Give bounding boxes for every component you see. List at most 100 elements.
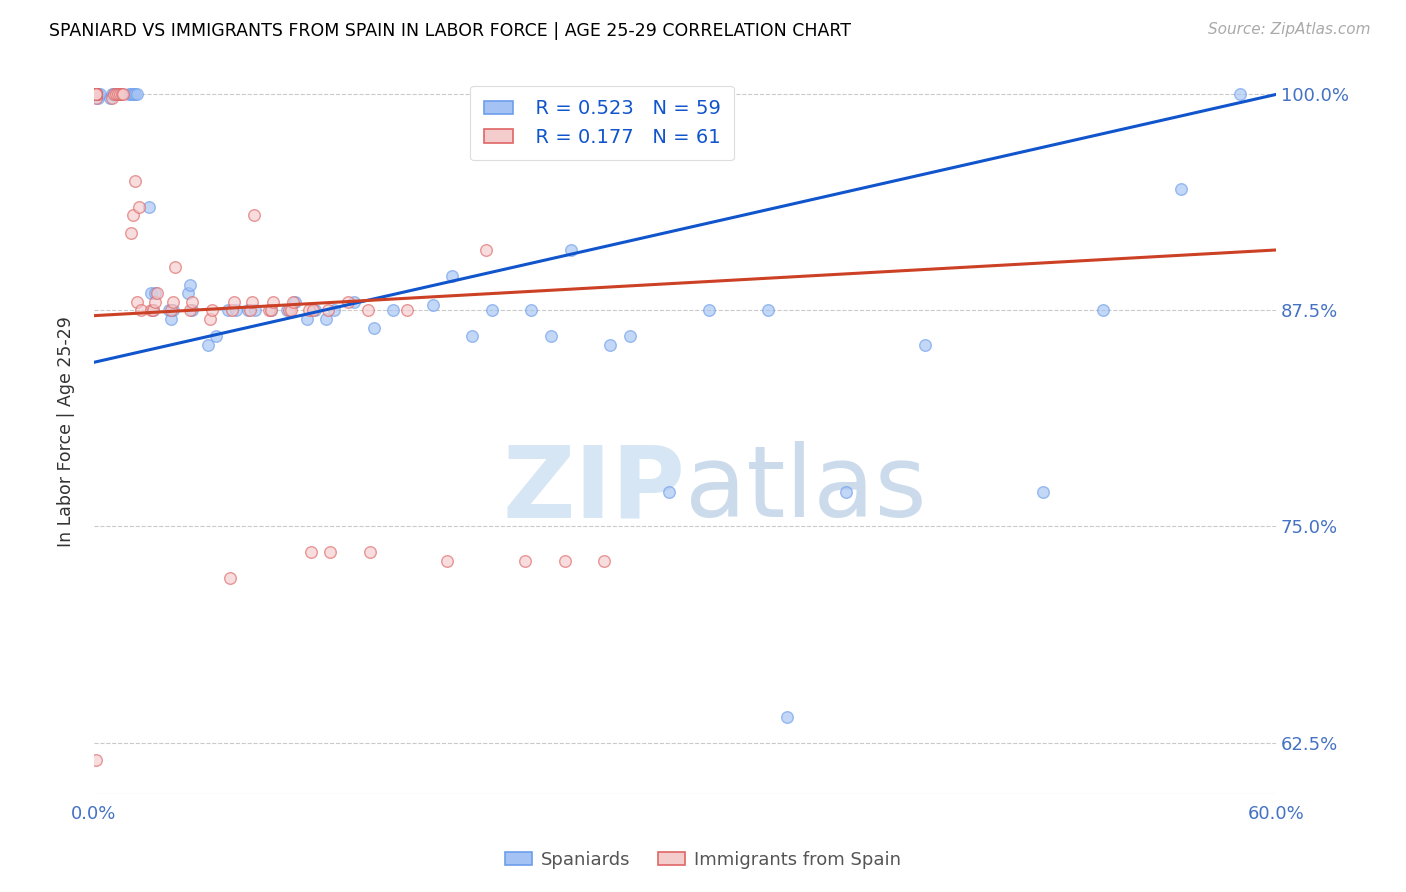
Text: ZIP: ZIP bbox=[502, 441, 685, 538]
Point bbox=[298, 303, 321, 318]
Point bbox=[84, 87, 107, 102]
Point bbox=[560, 243, 582, 257]
Point bbox=[84, 87, 107, 102]
Point bbox=[776, 709, 799, 723]
Point bbox=[122, 87, 145, 102]
Point bbox=[658, 484, 681, 499]
Point bbox=[112, 87, 135, 102]
Point bbox=[139, 303, 162, 318]
Point bbox=[619, 329, 641, 343]
Point bbox=[100, 91, 122, 105]
Point bbox=[593, 554, 616, 568]
Point bbox=[382, 303, 405, 318]
Point bbox=[177, 286, 200, 301]
Point bbox=[697, 303, 720, 318]
Point bbox=[201, 303, 224, 318]
Point bbox=[143, 286, 166, 301]
Point bbox=[103, 87, 125, 102]
Point bbox=[179, 277, 201, 292]
Point bbox=[343, 294, 366, 309]
Point bbox=[756, 303, 779, 318]
Point bbox=[87, 91, 110, 105]
Point bbox=[197, 338, 219, 352]
Legend:   R = 0.523   N = 59,   R = 0.177   N = 61: R = 0.523 N = 59, R = 0.177 N = 61 bbox=[470, 86, 734, 161]
Point bbox=[124, 87, 146, 102]
Point bbox=[318, 303, 340, 318]
Point bbox=[304, 303, 326, 318]
Point bbox=[120, 87, 142, 102]
Point bbox=[236, 303, 259, 318]
Point bbox=[295, 312, 318, 326]
Point bbox=[475, 243, 498, 257]
Text: Source: ZipAtlas.com: Source: ZipAtlas.com bbox=[1208, 22, 1371, 37]
Point bbox=[84, 87, 107, 102]
Point bbox=[142, 303, 165, 318]
Point bbox=[124, 174, 146, 188]
Point bbox=[217, 303, 239, 318]
Point bbox=[104, 87, 127, 102]
Point bbox=[103, 87, 125, 102]
Point bbox=[357, 303, 380, 318]
Point bbox=[276, 303, 298, 318]
Point bbox=[599, 338, 621, 352]
Point bbox=[461, 329, 484, 343]
Point bbox=[84, 87, 107, 102]
Point bbox=[835, 484, 858, 499]
Point bbox=[162, 303, 184, 318]
Point bbox=[108, 87, 131, 102]
Text: atlas: atlas bbox=[685, 441, 927, 538]
Point bbox=[299, 545, 322, 559]
Point bbox=[441, 268, 464, 283]
Point bbox=[436, 554, 458, 568]
Point bbox=[163, 260, 186, 275]
Point bbox=[1091, 303, 1114, 318]
Point bbox=[198, 312, 221, 326]
Point bbox=[262, 294, 284, 309]
Point bbox=[181, 303, 204, 318]
Point bbox=[515, 554, 537, 568]
Text: SPANIARD VS IMMIGRANTS FROM SPAIN IN LABOR FORCE | AGE 25-29 CORRELATION CHART: SPANIARD VS IMMIGRANTS FROM SPAIN IN LAB… bbox=[49, 22, 851, 40]
Point bbox=[127, 87, 149, 102]
Point bbox=[84, 91, 107, 105]
Point bbox=[157, 303, 180, 318]
Point bbox=[422, 298, 444, 312]
Point bbox=[159, 303, 181, 318]
Point bbox=[120, 226, 142, 240]
Point bbox=[159, 312, 181, 326]
Point bbox=[108, 87, 131, 102]
Point bbox=[100, 87, 122, 102]
Point bbox=[540, 329, 562, 343]
Point bbox=[363, 320, 385, 334]
Point bbox=[1032, 484, 1054, 499]
Point bbox=[221, 303, 243, 318]
Point bbox=[281, 294, 304, 309]
Point bbox=[128, 200, 150, 214]
Point bbox=[284, 294, 307, 309]
Point bbox=[323, 303, 346, 318]
Point bbox=[107, 87, 129, 102]
Point bbox=[146, 286, 169, 301]
Point bbox=[520, 303, 543, 318]
Point bbox=[260, 303, 283, 318]
Point bbox=[260, 303, 283, 318]
Point bbox=[142, 303, 165, 318]
Point bbox=[127, 294, 149, 309]
Point bbox=[87, 87, 110, 102]
Point bbox=[84, 753, 107, 767]
Point bbox=[84, 87, 107, 102]
Point bbox=[315, 312, 337, 326]
Point bbox=[143, 294, 166, 309]
Legend: Spaniards, Immigrants from Spain: Spaniards, Immigrants from Spain bbox=[498, 844, 908, 876]
Point bbox=[914, 338, 936, 352]
Y-axis label: In Labor Force | Age 25-29: In Labor Force | Age 25-29 bbox=[58, 316, 75, 547]
Point bbox=[319, 545, 342, 559]
Point bbox=[1229, 87, 1251, 102]
Point bbox=[280, 303, 302, 318]
Point bbox=[89, 87, 111, 102]
Point bbox=[129, 303, 152, 318]
Point bbox=[259, 303, 281, 318]
Point bbox=[225, 303, 247, 318]
Point bbox=[84, 87, 107, 102]
Point bbox=[218, 571, 240, 585]
Point bbox=[84, 87, 107, 102]
